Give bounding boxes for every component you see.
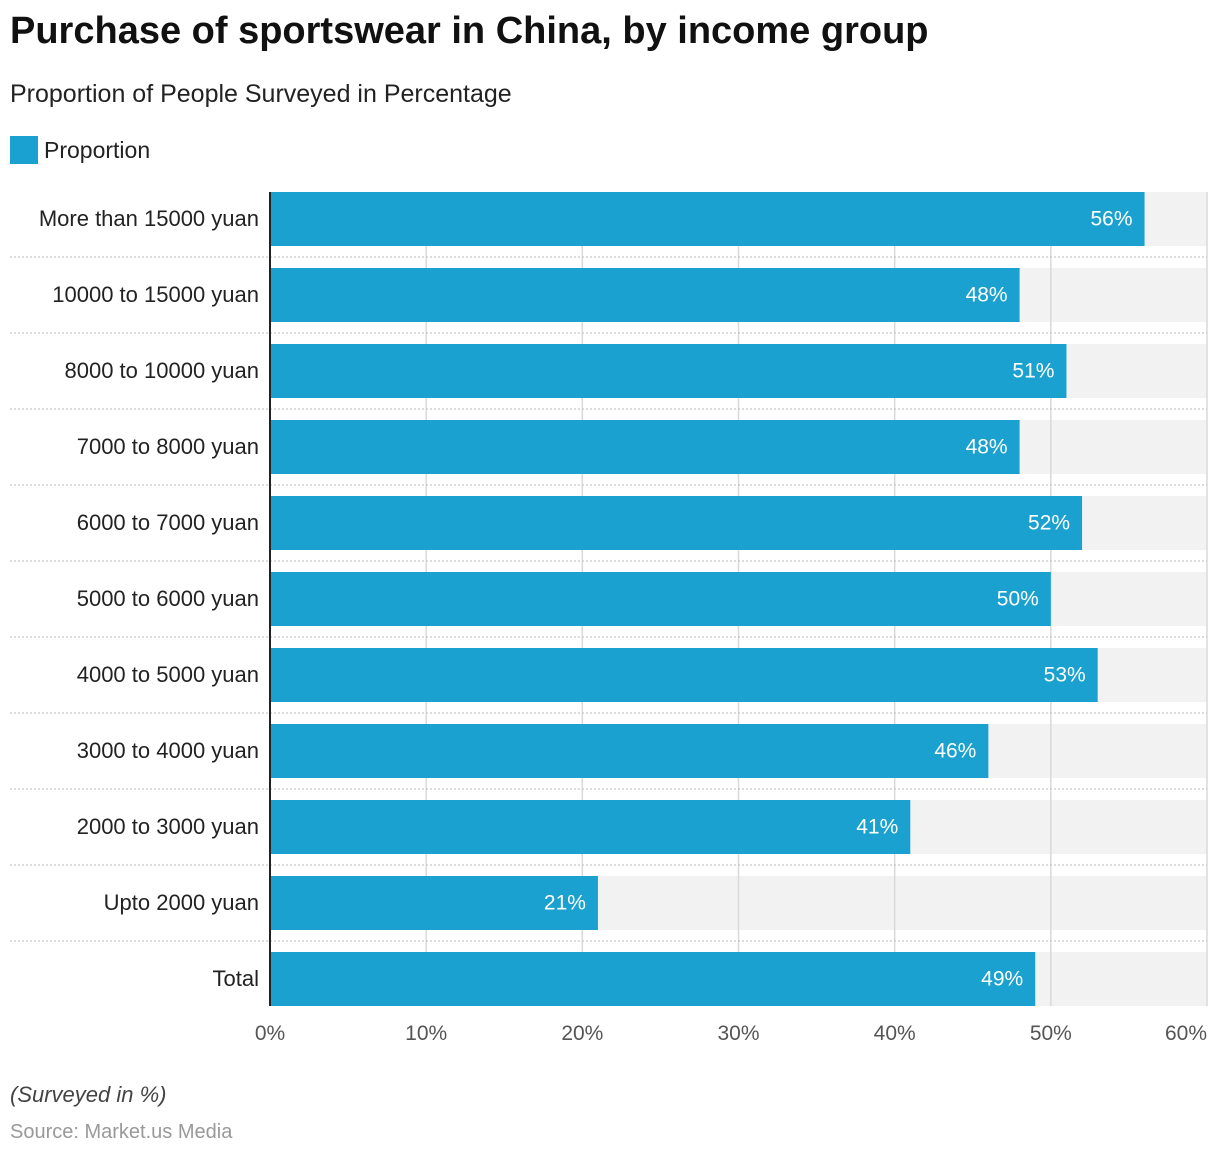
bar [270,876,598,930]
bar-value-label: 51% [1012,360,1054,383]
category-label: 4000 to 5000 yuan [77,662,259,687]
bar [270,572,1051,626]
survey-note: (Surveyed in %) [10,1082,167,1107]
bar [270,192,1145,246]
bar-value-label: 21% [544,892,586,915]
x-tick-label: 20% [561,1022,603,1045]
chart-title: Purchase of sportswear in China, by inco… [10,10,929,52]
bar-value-label: 49% [981,968,1023,991]
x-tick-label: 10% [405,1022,447,1045]
bar [270,268,1020,322]
category-label: More than 15000 yuan [39,206,259,231]
category-label: 5000 to 6000 yuan [77,586,259,611]
bar-value-label: 50% [997,588,1039,611]
legend-label: Proportion [44,136,151,163]
bar [270,496,1083,550]
bar-value-label: 48% [966,436,1008,459]
category-label: 8000 to 10000 yuan [64,358,259,383]
x-tick-label: 30% [717,1022,759,1045]
bar-value-label: 41% [856,816,898,839]
category-label: Total [213,966,259,991]
category-label: Upto 2000 yuan [104,890,259,915]
x-tick-label: 50% [1030,1022,1072,1045]
bar-value-label: 53% [1044,664,1086,687]
bar [270,800,911,854]
category-label: 2000 to 3000 yuan [77,814,259,839]
bar-value-label: 52% [1028,512,1070,535]
bar [270,724,989,778]
category-label: 3000 to 4000 yuan [77,738,259,763]
legend-swatch [10,136,38,164]
x-tick-label: 60% [1165,1022,1207,1045]
bar [270,344,1067,398]
bar [270,420,1020,474]
category-label: 6000 to 7000 yuan [77,510,259,535]
x-tick-label: 0% [255,1022,285,1045]
legend: Proportion [10,136,150,164]
bar-value-label: 48% [966,284,1008,307]
chart-subtitle: Proportion of People Surveyed in Percent… [10,80,512,108]
bar-chart: 56% More than 15000 yuan 48% 10000 to 15000… [10,192,1208,1045]
category-label: 10000 to 15000 yuan [52,282,259,307]
bar [270,648,1098,702]
x-tick-label: 40% [874,1022,916,1045]
bar-value-label: 56% [1091,208,1133,231]
source-text: Source: Market.us Media [10,1121,233,1143]
category-label: 7000 to 8000 yuan [77,434,259,459]
bar [270,952,1036,1006]
bar-value-label: 46% [934,740,976,763]
